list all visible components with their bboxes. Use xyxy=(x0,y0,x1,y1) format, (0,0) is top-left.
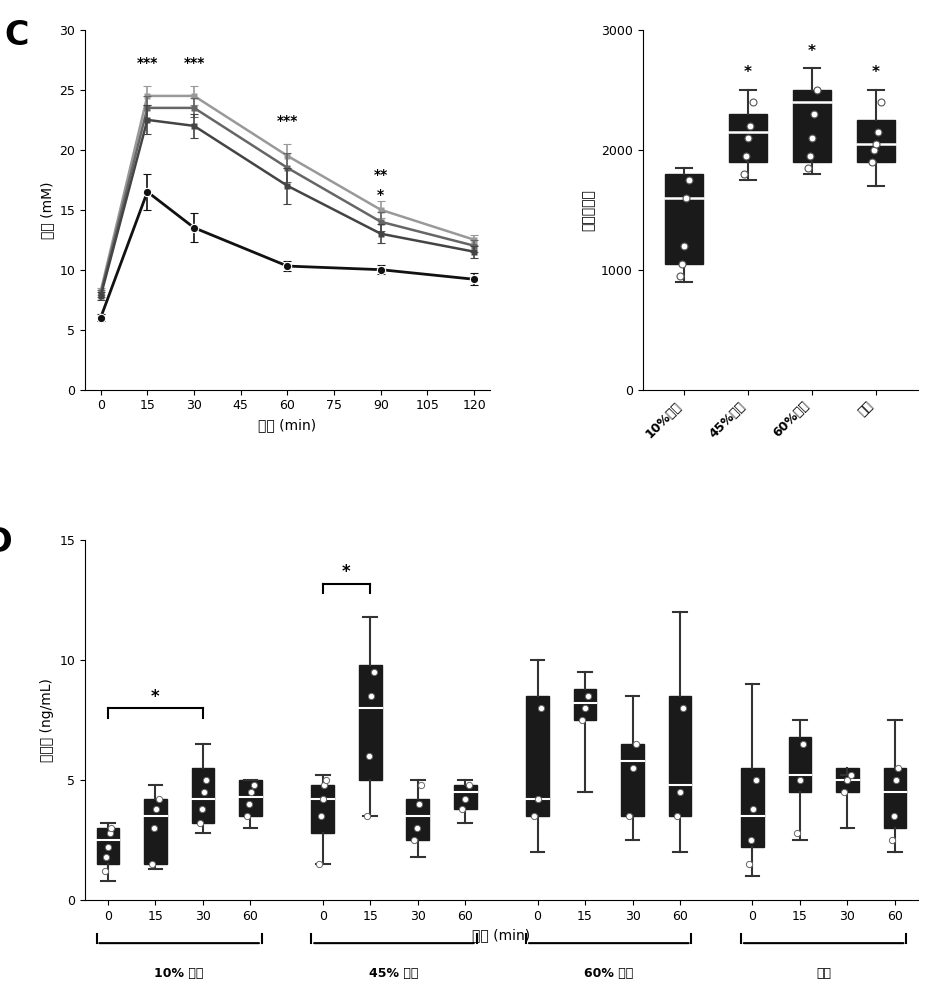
Bar xyxy=(311,785,334,833)
Text: *: * xyxy=(342,563,351,581)
Bar xyxy=(741,768,763,847)
Text: D: D xyxy=(0,526,13,559)
Text: ***: *** xyxy=(184,56,204,70)
Y-axis label: 曲线下面积: 曲线下面积 xyxy=(582,189,595,231)
X-axis label: 时间 (min): 时间 (min) xyxy=(258,418,317,432)
Text: *: * xyxy=(151,688,160,706)
Text: *: * xyxy=(377,188,384,202)
Bar xyxy=(884,768,906,828)
Bar xyxy=(191,768,214,823)
Bar xyxy=(789,737,812,792)
Text: 45% 脂肪: 45% 脂肪 xyxy=(369,967,419,980)
Bar xyxy=(359,665,381,780)
Text: ***: *** xyxy=(277,114,298,128)
Bar xyxy=(622,744,644,816)
Text: *: * xyxy=(808,44,816,59)
Y-axis label: 血糖 (mM): 血糖 (mM) xyxy=(40,181,54,239)
Bar xyxy=(239,780,262,816)
Text: C: C xyxy=(4,19,28,52)
Text: **: ** xyxy=(374,168,388,182)
Text: 西方: 西方 xyxy=(816,967,832,980)
Bar xyxy=(96,828,119,864)
Bar xyxy=(526,696,549,816)
Text: *: * xyxy=(872,65,880,80)
Bar xyxy=(144,799,166,864)
Bar xyxy=(669,696,692,816)
Text: 60% 脂肪: 60% 脂肪 xyxy=(585,967,634,980)
Text: *: * xyxy=(745,65,752,80)
X-axis label: 时间 (min): 时间 (min) xyxy=(472,928,531,942)
Text: ***: *** xyxy=(136,56,158,70)
Y-axis label: 胰岛素 (ng/mL): 胰岛素 (ng/mL) xyxy=(40,678,54,762)
Bar xyxy=(836,768,859,792)
Bar xyxy=(793,90,832,162)
Bar xyxy=(729,114,767,162)
Bar xyxy=(573,689,596,720)
Bar xyxy=(454,785,477,809)
Bar xyxy=(857,120,895,162)
Text: 10% 脂肪: 10% 脂肪 xyxy=(154,967,203,980)
Bar xyxy=(407,799,429,840)
Bar xyxy=(665,174,703,264)
